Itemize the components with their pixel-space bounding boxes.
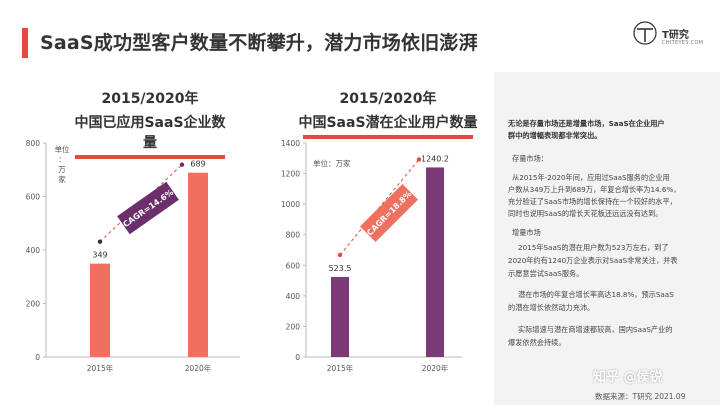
panel-section4-line2: 爆发依然会持续。	[508, 338, 566, 347]
commentary-panel: 无论是存量市场还是增量市场，SaaS在企业用户 群中的增幅表现都非常突出。 存量…	[494, 72, 720, 405]
panel-lead-line2: 群中的增幅表现都非常突出。	[508, 131, 602, 140]
panel-section1-line1: 从2015年-2020年间，应用过SaaS服务的企业用	[512, 173, 670, 182]
brand-logo: T研究 CHITEYES.COM	[630, 14, 710, 54]
panel-section3-line1: 潜在市场的年复合增长率高达18.8%，预示SaaS	[518, 290, 674, 299]
chart2-bar	[331, 276, 349, 357]
chart1-y-tick-label: 800	[26, 139, 41, 148]
chart1-y-tick-label: 200	[26, 300, 41, 309]
chart1-y-tick-label: 0	[35, 353, 40, 362]
panel-section3-line2: 的潜在增长依然动力充沛。	[508, 303, 595, 312]
chart1-y-tick-label: 600	[26, 193, 41, 202]
panel-lead-line1: 无论是存量市场还是增量市场，SaaS在企业用户	[508, 119, 665, 128]
chart1-trend-end-dot	[179, 162, 185, 167]
panel-section2-line2: 2020年约有1240万企业表示对SaaS非常关注，并表	[508, 256, 678, 265]
chart2-value-label: 523.5	[329, 264, 352, 273]
chart2-y-tick-label: 1400	[281, 139, 300, 148]
logo-name: T研究	[662, 30, 689, 41]
chart2-y-tick-label: 1200	[281, 170, 300, 179]
chart1-bar	[90, 263, 110, 357]
chart2-y-tick-label: 0	[295, 353, 300, 362]
panel-section1-line4: 同时也说明SaaS的增长天花板还远远没有达到。	[508, 209, 663, 218]
chart2-trend-start-dot	[337, 252, 343, 258]
chart2-heading: 2015/2020年 中国SaaS潜在企业用户数量	[298, 88, 478, 139]
chart2-y-tick-label: 800	[286, 231, 301, 240]
panel-section2-line3: 示愿意尝试SaaS服务。	[508, 269, 584, 278]
chart1-unit-label: 家	[58, 174, 66, 184]
chart1-unit-label: ：	[58, 155, 66, 164]
panel-section2-title: 增量市场	[512, 228, 541, 237]
chart2-year: 2015/2020年	[339, 91, 437, 107]
chart1-y-tick-label: 400	[26, 246, 41, 255]
chart1-cagr-badge-bg	[117, 181, 179, 235]
chart2-y-tick-label: 1000	[281, 200, 300, 209]
chart2-category-label: 2020年	[422, 363, 449, 373]
data-source: 数据来源：T研究 2021.09	[595, 392, 686, 401]
chart2-bar	[426, 167, 444, 357]
chart2-y-tick-label: 400	[286, 292, 301, 301]
chart2-underline	[303, 135, 473, 139]
t-logo-icon	[633, 21, 657, 45]
chart1-year: 2015/2020年	[101, 91, 199, 107]
title-accent-bar	[22, 28, 28, 58]
chart2-unit-label: 单位：万家	[313, 158, 351, 168]
chart1-bar	[188, 172, 208, 357]
logo-site: CHITEYES.COM	[662, 40, 704, 46]
panel-section1-line2: 户数从349万上升到689万，年复合增长率为14.6%，	[508, 185, 681, 194]
panel-section1-title: 存量市场：	[512, 154, 548, 163]
chart1-value-label: 349	[92, 251, 107, 260]
chart1-heading: 2015/2020年 中国已应用SaaS企业数量	[70, 88, 230, 159]
chart1-unit-label: 万	[58, 165, 66, 174]
page-title: SaaS成功型客户数量不断攀升，潜力市场依旧澎湃	[40, 32, 478, 54]
chart1-category-label: 2020年	[185, 363, 212, 373]
chart1-cagr-badge: CAGR=14.6%	[117, 181, 179, 235]
chart2-value-label: 1240.2	[421, 154, 449, 163]
chart2-cagr-badge-bg	[360, 184, 418, 242]
chart1-value-label: 689	[190, 160, 205, 169]
chart2-y-tick-label: 600	[286, 261, 301, 270]
chart1-trend-start-dot	[97, 239, 103, 244]
chart2-cagr-badge: CAGR=18.8%	[360, 184, 418, 242]
chart2-category-label: 2015年	[327, 363, 354, 373]
chart1-underline	[75, 155, 225, 159]
chart2-trend-end-dot	[416, 157, 422, 162]
chart2-title: 中国SaaS潜在企业用户数量	[298, 115, 478, 131]
chart1-unit-label: 单位	[55, 144, 70, 154]
chart1-category-label: 2015年	[87, 363, 114, 373]
chart1-title: 中国已应用SaaS企业数量	[74, 115, 226, 151]
panel-section1-line3: 充分验证了SaaS市场的增长保持在一个较好的水平，	[508, 197, 677, 206]
chart2-y-tick-label: 200	[286, 322, 301, 331]
panel-section2-line1: 2015年SaaS的潜在用户数为523万左右，到了	[518, 243, 669, 252]
panel-section4-line1: 实际增速与潜在商增速都较高，国内SaaS产业的	[518, 325, 673, 334]
chart2-cagr-label: CAGR=18.8%	[365, 189, 413, 237]
zhihu-watermark: 知乎 @侯锐	[593, 370, 663, 385]
